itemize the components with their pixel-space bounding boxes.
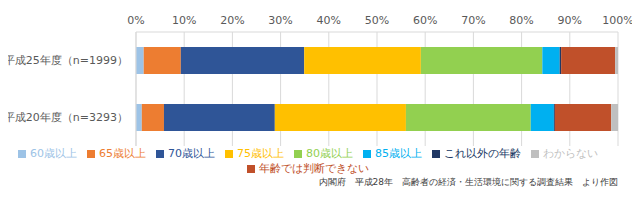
svg-text:10%: 10% [172,14,196,27]
html-text:わからない: わからない [543,147,598,160]
html-text:年齢では判断できない: 年齢では判断できない [259,162,369,175]
svg-text:20%: 20% [220,14,244,27]
html-text:65歳以上: 65歳以上 [99,147,146,160]
svg-text:平成20年度（n=3293）: 平成20年度（n=3293） [8,111,128,124]
html-text:70歳以上: 70歳以上 [168,147,215,160]
svg-text:30%: 30% [268,14,292,27]
svg-text:90%: 90% [558,14,582,27]
html-text:これ以外の年齢: これ以外の年齢 [444,147,521,160]
html-text:75歳以上: 75歳以上 [237,147,284,160]
svg-text:50%: 50% [365,14,389,27]
html-text:85歳以上: 85歳以上 [375,147,422,160]
svg-text:60%: 60% [413,14,437,27]
svg-text:0%: 0% [127,14,144,27]
svg-text:70%: 70% [461,14,485,27]
svg-text:40%: 40% [317,14,341,27]
svg-text:100%: 100% [602,14,632,27]
svg-text:80%: 80% [509,14,533,27]
html-text:80歳以上: 80歳以上 [306,147,353,160]
svg-text:平成25年度（n=1999）: 平成25年度（n=1999） [8,54,128,67]
html-text:60歳以上: 60歳以上 [30,147,77,160]
html-text:内閣府 平成28年 高齢者の経済・生活環境に関する調査結果: 内閣府 平成28年 高齢者の経済・生活環境に関する調査結果 より作図 [318,177,618,187]
